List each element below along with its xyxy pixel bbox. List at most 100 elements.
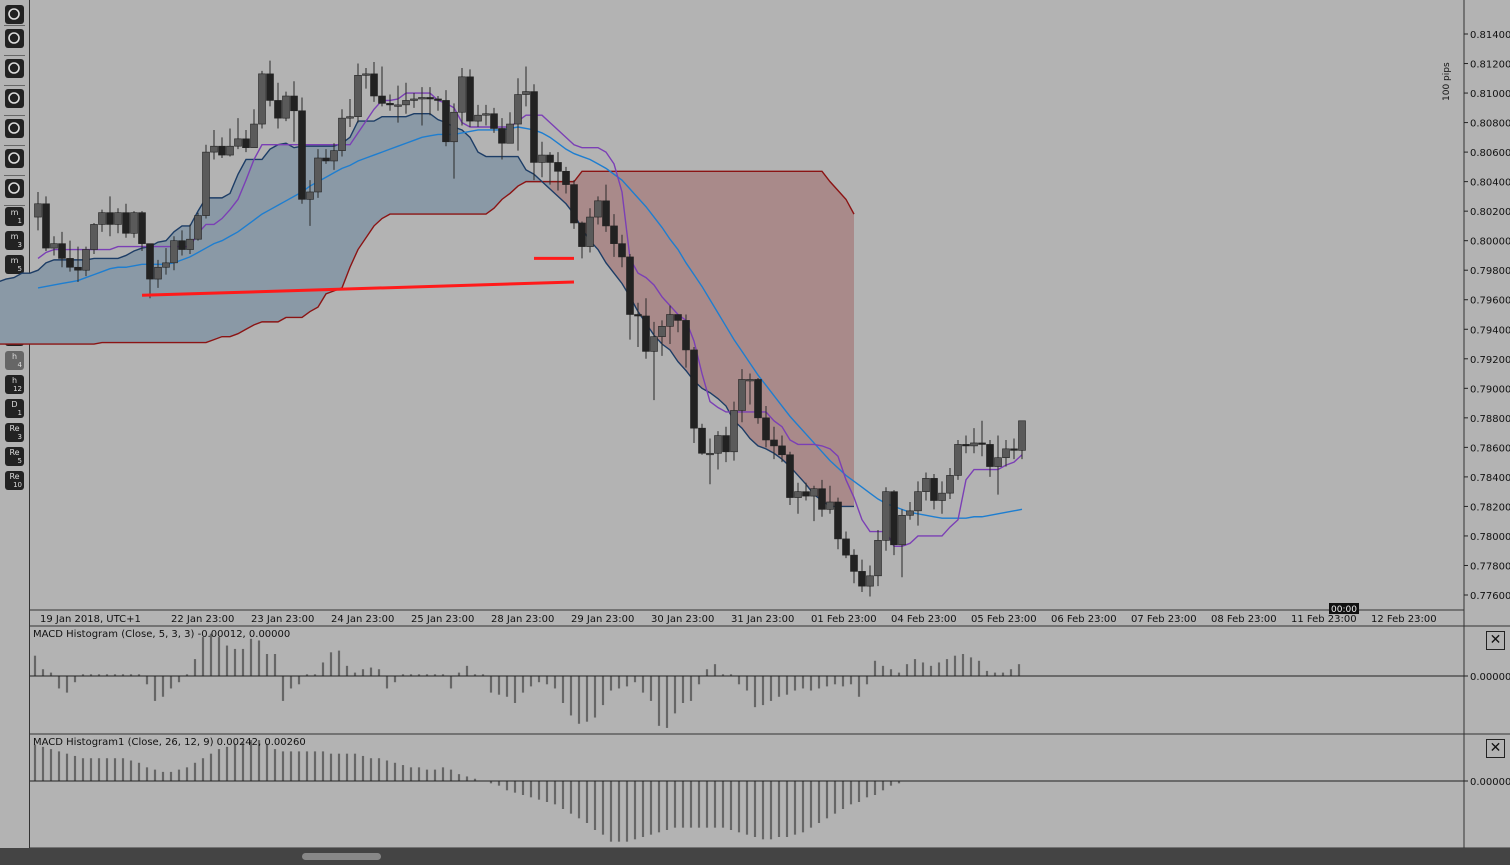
candle[interactable] [1010, 438, 1018, 460]
candle[interactable] [674, 314, 682, 333]
candle[interactable] [706, 438, 714, 485]
candle[interactable] [802, 482, 810, 501]
candle[interactable] [562, 166, 570, 194]
candle[interactable] [650, 321, 658, 401]
candle[interactable] [314, 149, 322, 198]
close-macd1-pane-button[interactable]: ✕ [1486, 739, 1505, 758]
candle[interactable] [810, 485, 818, 522]
candle[interactable] [858, 559, 866, 593]
candle[interactable] [226, 128, 234, 157]
candle[interactable] [930, 473, 938, 510]
candle[interactable] [698, 423, 706, 455]
candle[interactable] [530, 84, 538, 181]
candle[interactable] [186, 224, 194, 254]
candle[interactable] [402, 82, 410, 114]
candle[interactable] [122, 203, 130, 238]
candle[interactable] [938, 481, 946, 514]
timeframe-button-Re3[interactable]: Re 3 [5, 423, 24, 442]
close-macd-pane-button[interactable]: ✕ [1486, 631, 1505, 650]
candle[interactable] [290, 81, 298, 142]
candle[interactable] [714, 431, 722, 470]
candle[interactable] [738, 369, 746, 423]
candle[interactable] [274, 82, 282, 129]
candle[interactable] [170, 236, 178, 271]
candle[interactable] [426, 87, 434, 116]
candle[interactable] [554, 152, 562, 191]
candle[interactable] [690, 346, 698, 443]
candle[interactable] [538, 141, 546, 178]
candle[interactable] [242, 129, 250, 153]
candle[interactable] [586, 208, 594, 253]
candle[interactable] [90, 222, 98, 254]
candle[interactable] [450, 103, 458, 179]
candle[interactable] [282, 91, 290, 122]
candle[interactable] [50, 236, 58, 256]
candle[interactable] [946, 468, 954, 500]
candle[interactable] [546, 152, 554, 185]
timeframe-button-Re5[interactable]: Re 5 [5, 447, 24, 466]
candle[interactable] [986, 439, 994, 477]
candle[interactable] [162, 248, 170, 275]
candle[interactable] [58, 231, 66, 268]
candle[interactable] [522, 66, 530, 107]
candle[interactable] [434, 96, 442, 111]
candle[interactable] [386, 94, 394, 111]
timeframe-button-Re10[interactable]: Re 10 [5, 471, 24, 490]
red-trendline-1[interactable] [141, 280, 575, 297]
candle[interactable] [618, 234, 626, 268]
candle[interactable] [626, 253, 634, 340]
candle[interactable] [746, 373, 754, 405]
candle[interactable] [218, 137, 226, 159]
candle[interactable] [346, 98, 354, 128]
candle[interactable] [634, 302, 642, 347]
candle[interactable] [778, 435, 786, 463]
template-icon[interactable] [5, 119, 24, 138]
candle[interactable] [194, 212, 202, 241]
chart-type-icon[interactable] [5, 59, 24, 78]
candle[interactable] [978, 420, 986, 457]
candle[interactable] [178, 230, 186, 256]
facebook-icon[interactable] [5, 89, 24, 108]
candle[interactable] [578, 221, 586, 259]
candle[interactable] [850, 549, 858, 584]
candle[interactable] [266, 60, 274, 107]
candle[interactable] [378, 66, 386, 107]
candle[interactable] [466, 69, 474, 128]
candle[interactable] [658, 320, 666, 356]
candle[interactable] [594, 196, 602, 225]
candle[interactable] [874, 530, 882, 587]
candle[interactable] [754, 377, 762, 424]
candle[interactable] [682, 314, 690, 368]
candle[interactable] [498, 118, 506, 160]
candle[interactable] [762, 406, 770, 448]
candle[interactable] [890, 490, 898, 556]
candle[interactable] [210, 129, 218, 160]
candle[interactable] [394, 85, 402, 123]
candle[interactable] [730, 401, 738, 461]
candle[interactable] [42, 196, 50, 252]
candle[interactable] [906, 501, 914, 520]
candle[interactable] [882, 487, 890, 551]
candle[interactable] [834, 497, 842, 550]
candle[interactable] [1018, 420, 1026, 460]
candle[interactable] [666, 305, 674, 345]
price-axis[interactable] [1464, 0, 1510, 610]
candle[interactable] [482, 104, 490, 126]
candle[interactable] [34, 191, 42, 231]
candle[interactable] [354, 63, 362, 123]
candle[interactable] [490, 107, 498, 133]
timeframe-button-h12[interactable]: h 12 [5, 375, 24, 394]
candle[interactable] [250, 109, 258, 148]
candle[interactable] [914, 481, 922, 526]
candle[interactable] [994, 435, 1002, 495]
candle[interactable] [362, 67, 370, 89]
candle[interactable] [106, 196, 114, 237]
candle[interactable] [82, 246, 90, 277]
candle[interactable] [818, 479, 826, 517]
candle[interactable] [202, 144, 210, 219]
candle[interactable] [322, 149, 330, 164]
